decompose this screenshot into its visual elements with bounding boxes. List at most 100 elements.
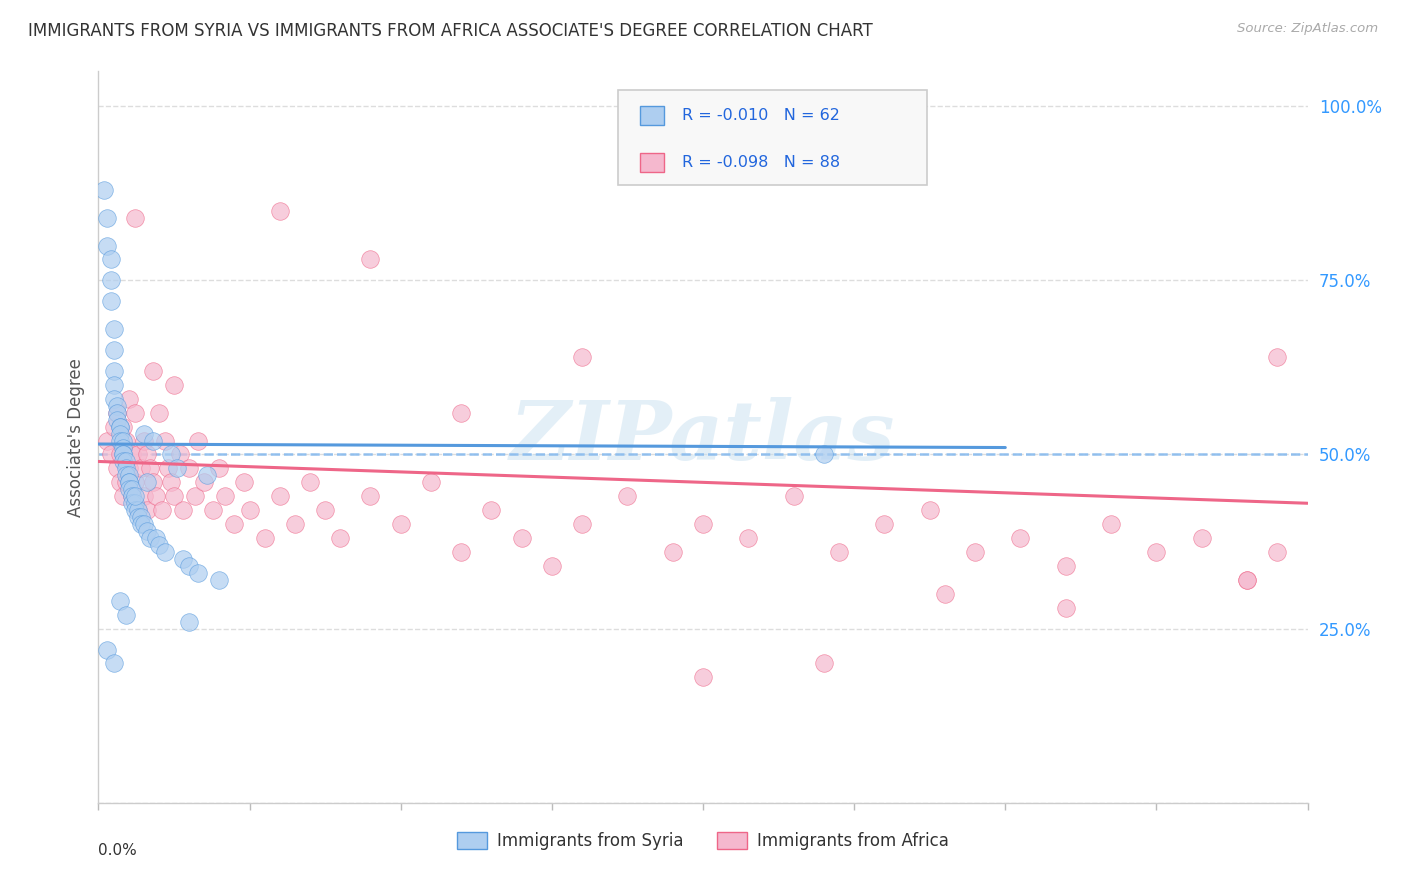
Point [135, 503, 157, 517]
Point [124, 406, 146, 420]
Point [121, 489, 143, 503]
Point [118, 392, 141, 406]
Point [163, 489, 186, 503]
Point [111, 441, 134, 455]
Point [314, 503, 336, 517]
Point [420, 475, 443, 490]
Point [129, 510, 152, 524]
Point [692, 670, 714, 684]
Point [934, 587, 956, 601]
Point [783, 489, 806, 503]
Point [132, 434, 155, 448]
Point [299, 475, 322, 490]
Point [616, 489, 638, 503]
Legend: Immigrants from Syria, Immigrants from Africa: Immigrants from Syria, Immigrants from A… [450, 825, 956, 856]
Point [179, 615, 201, 629]
Point [172, 503, 194, 517]
Point [269, 203, 291, 218]
Point [142, 434, 165, 448]
Point [1054, 600, 1077, 615]
Point [360, 489, 382, 503]
Point [93, 183, 115, 197]
Point [1236, 573, 1258, 587]
Point [166, 461, 188, 475]
Point [124, 211, 146, 225]
Point [692, 517, 714, 532]
Point [129, 461, 152, 475]
Point [571, 350, 593, 364]
Point [1267, 545, 1289, 559]
Point [139, 531, 162, 545]
Point [253, 531, 276, 545]
Point [100, 252, 122, 267]
Point [114, 454, 136, 468]
Point [100, 294, 122, 309]
Point [813, 657, 835, 671]
Point [1144, 545, 1167, 559]
Point [214, 489, 236, 503]
Point [103, 322, 125, 336]
Text: 0.0%: 0.0% [98, 843, 138, 858]
Point [1191, 531, 1213, 545]
Text: IMMIGRANTS FROM SYRIA VS IMMIGRANTS FROM AFRICA ASSOCIATE'S DEGREE CORRELATION C: IMMIGRANTS FROM SYRIA VS IMMIGRANTS FROM… [28, 22, 873, 40]
Point [135, 524, 157, 538]
Point [1099, 517, 1122, 532]
Text: Source: ZipAtlas.com: Source: ZipAtlas.com [1237, 22, 1378, 36]
Point [108, 448, 131, 462]
Point [121, 483, 143, 497]
Point [160, 448, 183, 462]
FancyBboxPatch shape [640, 106, 664, 125]
Point [145, 531, 167, 545]
Point [142, 475, 165, 490]
Point [118, 475, 141, 490]
Point [132, 517, 155, 532]
Point [103, 419, 125, 434]
Text: ZIPatlas: ZIPatlas [510, 397, 896, 477]
Text: R = -0.098   N = 88: R = -0.098 N = 88 [682, 154, 841, 169]
Point [169, 448, 191, 462]
Point [124, 475, 146, 490]
Point [179, 461, 201, 475]
Point [108, 419, 131, 434]
Point [202, 503, 225, 517]
Point [111, 454, 134, 468]
Point [105, 406, 128, 420]
Point [813, 448, 835, 462]
Point [96, 211, 118, 225]
Point [208, 573, 231, 587]
Point [142, 364, 165, 378]
Point [1236, 573, 1258, 587]
Point [121, 496, 143, 510]
Point [329, 531, 352, 545]
Point [100, 273, 122, 287]
Point [135, 475, 157, 490]
Point [127, 448, 149, 462]
Point [118, 483, 141, 497]
Point [105, 412, 128, 426]
Point [540, 558, 562, 573]
Point [571, 517, 593, 532]
Point [105, 461, 128, 475]
Point [103, 377, 125, 392]
Point [224, 517, 246, 532]
Point [172, 552, 194, 566]
Point [965, 545, 987, 559]
Point [156, 461, 179, 475]
Text: R = -0.010   N = 62: R = -0.010 N = 62 [682, 108, 841, 123]
Point [121, 448, 143, 462]
Point [1267, 350, 1289, 364]
Point [108, 434, 131, 448]
Point [111, 419, 134, 434]
Point [124, 503, 146, 517]
Point [232, 475, 254, 490]
Point [139, 461, 162, 475]
Point [153, 545, 176, 559]
FancyBboxPatch shape [619, 90, 927, 185]
Point [193, 475, 215, 490]
Point [124, 496, 146, 510]
Point [103, 392, 125, 406]
Point [105, 399, 128, 413]
Point [148, 406, 170, 420]
Point [127, 510, 149, 524]
Point [108, 594, 131, 608]
